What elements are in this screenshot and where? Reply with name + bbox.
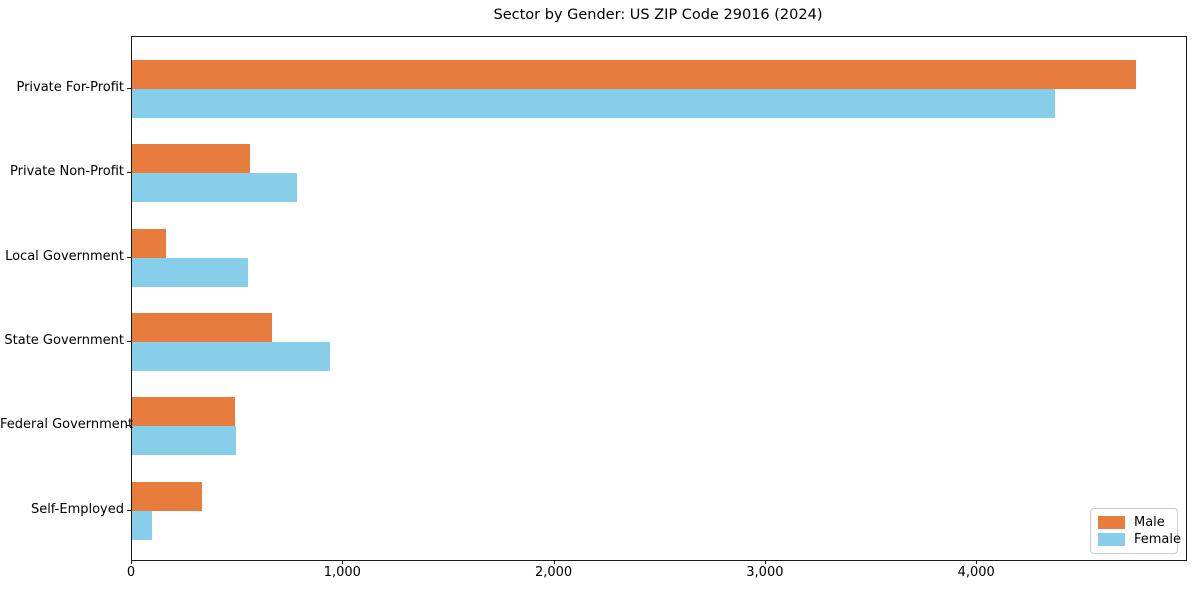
male-series-swatch — [1098, 516, 1125, 529]
bar-female-federal-government — [132, 426, 236, 456]
bar-male-state-government — [132, 312, 272, 342]
legend-label-male: Male — [1134, 515, 1165, 530]
x-tick-label: 1,000 — [323, 565, 361, 580]
bar-female-private-for-profit — [132, 89, 1056, 118]
bar-female-self-employed — [132, 510, 153, 540]
y-tick-label: Federal Government — [0, 417, 134, 433]
y-tick-label: Self-Employed — [30, 501, 124, 517]
y-tick-mark — [127, 88, 131, 89]
y-tick-label: Private For-Profit — [16, 80, 124, 95]
y-tick-label: Private Non-Profit — [10, 164, 124, 180]
bar-male-self-employed — [132, 481, 202, 511]
y-tick-mark — [127, 172, 131, 174]
y-tick-mark — [127, 509, 131, 511]
female-series-swatch — [1098, 533, 1125, 546]
bar-male-private-non-profit — [132, 144, 251, 174]
bar-female-state-government — [132, 341, 330, 371]
y-tick-label: State Government — [4, 332, 124, 348]
chart-title: Sector by Gender: US ZIP Code 29016 (202… — [493, 7, 823, 23]
legend-item-female: Female — [1098, 531, 1181, 548]
x-tick-label: 2,000 — [534, 565, 573, 580]
y-tick-mark — [127, 340, 131, 342]
bar-female-local-government — [132, 257, 249, 287]
legend: Male Female — [1090, 508, 1181, 554]
bar-male-local-government — [132, 228, 166, 258]
bar-male-private-for-profit — [132, 60, 1136, 89]
y-tick-mark — [127, 425, 131, 427]
y-tick-mark — [127, 256, 131, 258]
x-tick-label: 3,000 — [746, 565, 784, 580]
bar-female-private-non-profit — [132, 173, 297, 203]
plot-area — [131, 36, 1187, 561]
legend-label-female: Female — [1134, 532, 1182, 547]
y-axis: Private For-Profit Private Non-Profit Loca… — [0, 0, 134, 600]
x-tick-label: 4,000 — [957, 565, 995, 580]
bar-male-federal-government — [132, 397, 235, 427]
legend-item-male: Male — [1098, 514, 1170, 531]
y-tick-label: Local Government — [5, 248, 124, 264]
